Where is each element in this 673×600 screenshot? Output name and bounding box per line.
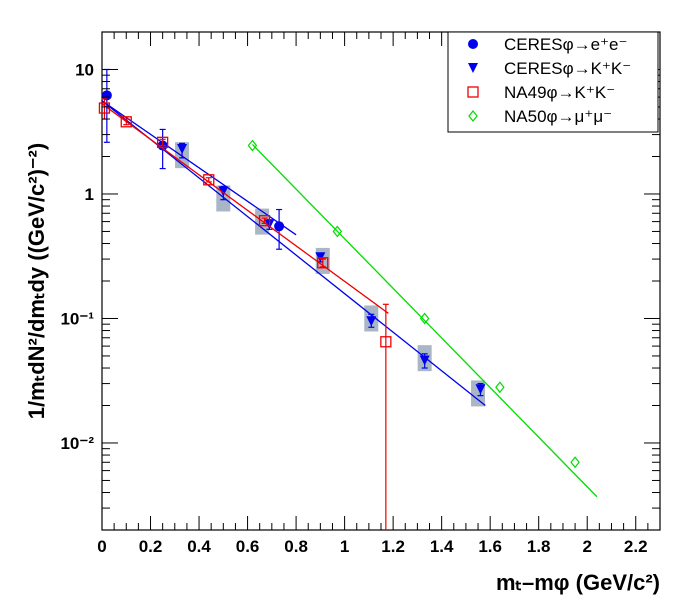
legend-label: CERESφ→K⁺K⁻ (504, 59, 631, 78)
y-tick-label: 1 (85, 185, 94, 204)
series-1 (101, 68, 297, 250)
axes: 0 0.2 0.4 0.6 0.8 1 1.2 1.4 1.6 1.8 2 2.2 10 1 10⁻¹ 10⁻… (60, 31, 660, 556)
x-tick-label: 0.4 (187, 537, 211, 556)
x-tick-label: 2 (582, 537, 591, 556)
y-tick-label: 10⁻¹ (60, 309, 94, 328)
series-3 (98, 98, 392, 530)
data-point-triangle (366, 316, 377, 327)
x-tick-label: 1.2 (381, 537, 405, 556)
data-point-circle (468, 39, 478, 49)
data-point-square (98, 102, 111, 114)
fit-line (251, 143, 598, 498)
x-axis-title: mₜ–mφ (GeV/c²) (496, 570, 660, 595)
data-point-square (203, 174, 215, 186)
data-point-square (120, 116, 132, 128)
data-marks (98, 68, 598, 530)
fit-line (101, 103, 389, 314)
legend-label: NA50φ→μ⁺μ⁻ (504, 107, 612, 126)
data-point-diamond (570, 456, 580, 469)
data-point-triangle (177, 143, 188, 154)
data-point-triangle (475, 384, 486, 395)
x-tick-label: 0.2 (139, 537, 163, 556)
data-point-circle (101, 90, 112, 101)
fit-line (101, 100, 486, 407)
x-tick-label: 0.8 (284, 537, 308, 556)
data-point-triangle (468, 63, 478, 73)
data-point-diamond (468, 110, 478, 122)
fit-line (101, 100, 297, 236)
data-point-square (258, 215, 271, 227)
legend: CERESφ→e⁺e⁻ CERESφ→K⁺K⁻ NA49φ→K⁺K⁻ NA50φ→μ⁺… (447, 31, 659, 133)
x-tick-label: 0 (97, 537, 106, 556)
y-axis-title: 1/mₜdN²/dmₜdy ((GeV/c²)⁻²) (24, 143, 49, 419)
data-point-square (380, 336, 392, 348)
data-point-circle (274, 221, 285, 232)
data-point-diamond (247, 139, 258, 152)
data-point-square (317, 257, 329, 269)
data-point-square (157, 136, 169, 148)
x-tick-label: 1.4 (430, 537, 454, 556)
x-tick-label: 1 (340, 537, 349, 556)
legend-box (447, 31, 659, 133)
x-tick-label: 1.8 (527, 537, 551, 556)
data-point-diamond (419, 312, 430, 325)
data-point-diamond (332, 225, 343, 238)
y-tick-label: 10⁻² (60, 434, 94, 453)
legend-label: CERESφ→e⁺e⁻ (504, 35, 627, 54)
legend-label: NA49φ→K⁺K⁻ (504, 83, 615, 102)
data-point-triangle (419, 355, 430, 366)
data-point-triangle (218, 186, 229, 197)
y-tick-label: 10 (75, 60, 94, 79)
data-point-square (467, 86, 479, 98)
x-tick-label: 1.6 (478, 537, 502, 556)
series-4 (247, 139, 598, 498)
data-point-diamond (495, 381, 505, 394)
x-tick-label: 2.2 (624, 537, 648, 556)
x-tick-label: 0.6 (236, 537, 260, 556)
